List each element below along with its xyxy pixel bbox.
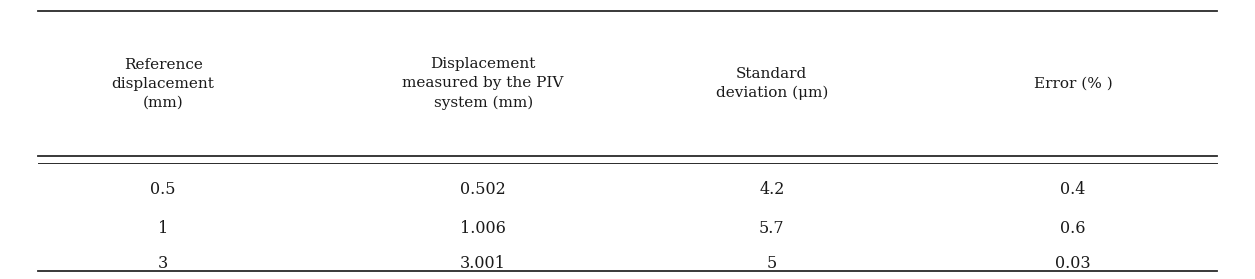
Text: Error (% ): Error (% ): [1034, 77, 1112, 91]
Text: 0.4: 0.4: [1060, 181, 1086, 198]
Text: 0.502: 0.502: [461, 181, 506, 198]
Text: 0.03: 0.03: [1055, 255, 1091, 272]
Text: Reference
displacement
(mm): Reference displacement (mm): [112, 58, 215, 110]
Text: 4.2: 4.2: [759, 181, 784, 198]
Text: 3: 3: [158, 255, 168, 272]
Text: 0.6: 0.6: [1060, 220, 1086, 237]
Text: 1: 1: [158, 220, 168, 237]
Text: Displacement
measured by the PIV
system (mm): Displacement measured by the PIV system …: [403, 57, 563, 110]
Text: 1.006: 1.006: [461, 220, 506, 237]
Text: 0.5: 0.5: [151, 181, 176, 198]
Text: 3.001: 3.001: [461, 255, 506, 272]
Text: Standard
deviation (μm): Standard deviation (μm): [715, 67, 828, 100]
Text: 5: 5: [767, 255, 777, 272]
Text: 5.7: 5.7: [759, 220, 784, 237]
